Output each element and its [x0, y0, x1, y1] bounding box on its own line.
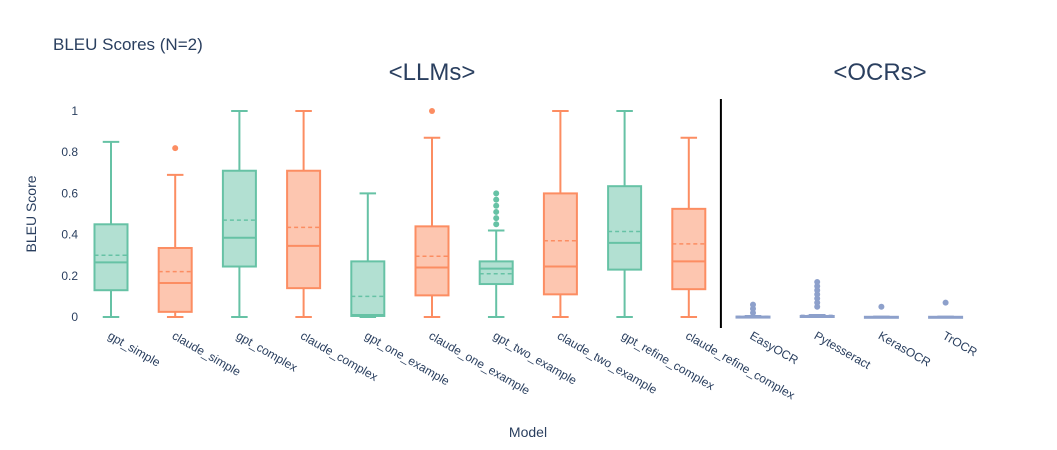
iqr-box: [478, 260, 514, 286]
group-label-llms: <LLMs>: [389, 59, 476, 86]
outlier-point: [750, 305, 756, 312]
y-tick-label: 0.2: [61, 269, 78, 283]
iqr-box: [671, 207, 707, 291]
x-tick-label: KerasOCR: [876, 328, 934, 369]
outlier-point: [493, 215, 500, 222]
outlier-point: [942, 299, 949, 306]
outlier-point: [814, 295, 821, 302]
box-gpt_complex: [221, 110, 257, 318]
y-axis-ticks: 0 0.2 0.4 0.6 0.8 1: [61, 104, 78, 324]
y-axis-title: BLEU Score: [23, 175, 39, 252]
box-gpt_refine_complex: [607, 110, 643, 318]
iqr-box: [607, 185, 643, 271]
x-tick-label: gpt_simple: [106, 328, 164, 369]
outlier-point: [429, 108, 435, 114]
outlier-point: [493, 221, 500, 228]
box-claude_simple: [157, 145, 193, 318]
y-tick-label: 1: [71, 104, 78, 118]
iqr-box: [542, 192, 578, 296]
box-KerasOCR: [863, 303, 899, 319]
group-label-ocrs: <OCRs>: [833, 59, 926, 86]
outlier-point: [814, 303, 821, 310]
outlier-point: [750, 309, 756, 316]
y-tick-label: 0.6: [61, 186, 78, 200]
iqr-box: [414, 225, 450, 297]
outlier-point: [493, 208, 500, 215]
box-TrOCR: [928, 299, 964, 319]
x-tick-label: claude_refine_complex: [683, 328, 797, 402]
outlier-point: [814, 283, 821, 290]
outlier-point: [493, 190, 500, 197]
outlier-point: [814, 291, 821, 298]
iqr-box: [286, 169, 322, 290]
outlier-point: [172, 145, 179, 152]
box-Pytesseract: [799, 278, 835, 319]
x-axis-title: Model: [509, 424, 547, 440]
box-gpt_simple: [93, 140, 129, 318]
iqr-box: [221, 169, 257, 268]
iqr-box: [350, 260, 386, 317]
box-claude_two_example: [542, 110, 578, 318]
outlier-point: [493, 196, 500, 203]
box-claude_one_example: [414, 108, 450, 318]
x-tick-label: claude_simple: [170, 328, 244, 379]
box-claude_refine_complex: [671, 136, 707, 318]
x-tick-label: Pytesseract: [812, 328, 874, 372]
box-gpt_two_example: [478, 190, 514, 318]
box-EasyOCR: [735, 301, 771, 319]
outlier-point: [878, 303, 885, 310]
x-tick-label: TrOCR: [940, 328, 980, 359]
y-tick-label: 0.4: [61, 228, 78, 242]
box-claude_complex: [286, 110, 322, 318]
y-tick-label: 0: [71, 310, 78, 324]
iqr-box: [157, 246, 193, 313]
box-plot-series: [93, 108, 964, 319]
y-tick-label: 0.8: [61, 145, 78, 159]
chart-title: BLEU Scores (N=2): [53, 35, 203, 54]
outlier-point: [814, 278, 821, 285]
outlier-point: [750, 301, 756, 308]
box-gpt_one_example: [350, 192, 386, 318]
iqr-box: [93, 223, 129, 292]
outlier-point: [814, 299, 821, 306]
x-tick-label: gpt_complex: [234, 328, 300, 374]
x-tick-label: EasyOCR: [748, 328, 801, 367]
outlier-point: [493, 202, 500, 209]
outlier-point: [814, 287, 821, 294]
